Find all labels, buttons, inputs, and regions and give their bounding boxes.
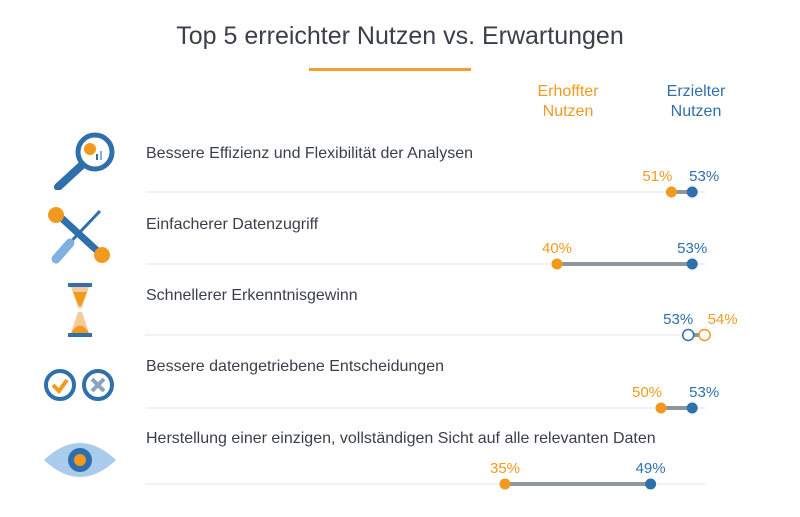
hourglass-icon	[68, 283, 92, 337]
category-label: Herstellung einer einzigen, vollständige…	[146, 430, 656, 447]
achieved-value-label: 49%	[636, 460, 666, 477]
achieved-point	[681, 328, 695, 342]
hoped-value-label: 40%	[542, 240, 572, 257]
hoped-value-label: 50%	[632, 384, 662, 401]
category-label: Bessere datengetriebene Entscheidungen	[146, 358, 444, 375]
achieved-point	[686, 186, 698, 198]
hoped-point	[665, 186, 677, 198]
achieved-point	[686, 402, 698, 414]
magnifier-chart-icon	[54, 132, 115, 190]
category-label: Schnellerer Erkenntnisgewinn	[146, 287, 358, 304]
hoped-point	[499, 478, 511, 490]
achieved-value-label: 53%	[689, 168, 719, 185]
chart-title: Top 5 erreichter Nutzen vs. Erwartungen	[176, 22, 624, 50]
eye-icon	[44, 443, 116, 477]
hoped-value-label: 51%	[642, 168, 672, 185]
achieved-point	[645, 478, 657, 490]
hoped-point	[655, 402, 667, 414]
achieved-value-label: 53%	[663, 311, 693, 328]
category-label: Einfacherer Datenzugriff	[146, 216, 319, 233]
hoped-value-label: 35%	[490, 460, 520, 477]
category-label: Bessere Effizienz und Flexibilität der A…	[146, 145, 473, 162]
title-underline	[309, 68, 471, 71]
achieved-value-label: 53%	[677, 240, 707, 257]
hoped-point	[551, 258, 563, 270]
legend-achieved-line2: Nutzen	[670, 103, 722, 120]
achieved-value-label: 53%	[689, 384, 719, 401]
legend-hoped-line2: Nutzen	[542, 103, 594, 120]
legend-hoped: Erhoffter Nutzen	[513, 82, 623, 122]
legend-achieved-line1: Erzielter	[666, 83, 726, 100]
tools-icon	[48, 207, 110, 264]
hoped-point	[698, 328, 711, 342]
legend-achieved: Erzielter Nutzen	[641, 82, 751, 122]
legend-hoped-line1: Erhoffter	[537, 83, 599, 100]
check-cross-icon	[44, 369, 114, 401]
hoped-value-label: 54%	[708, 311, 738, 328]
achieved-point	[686, 258, 698, 270]
